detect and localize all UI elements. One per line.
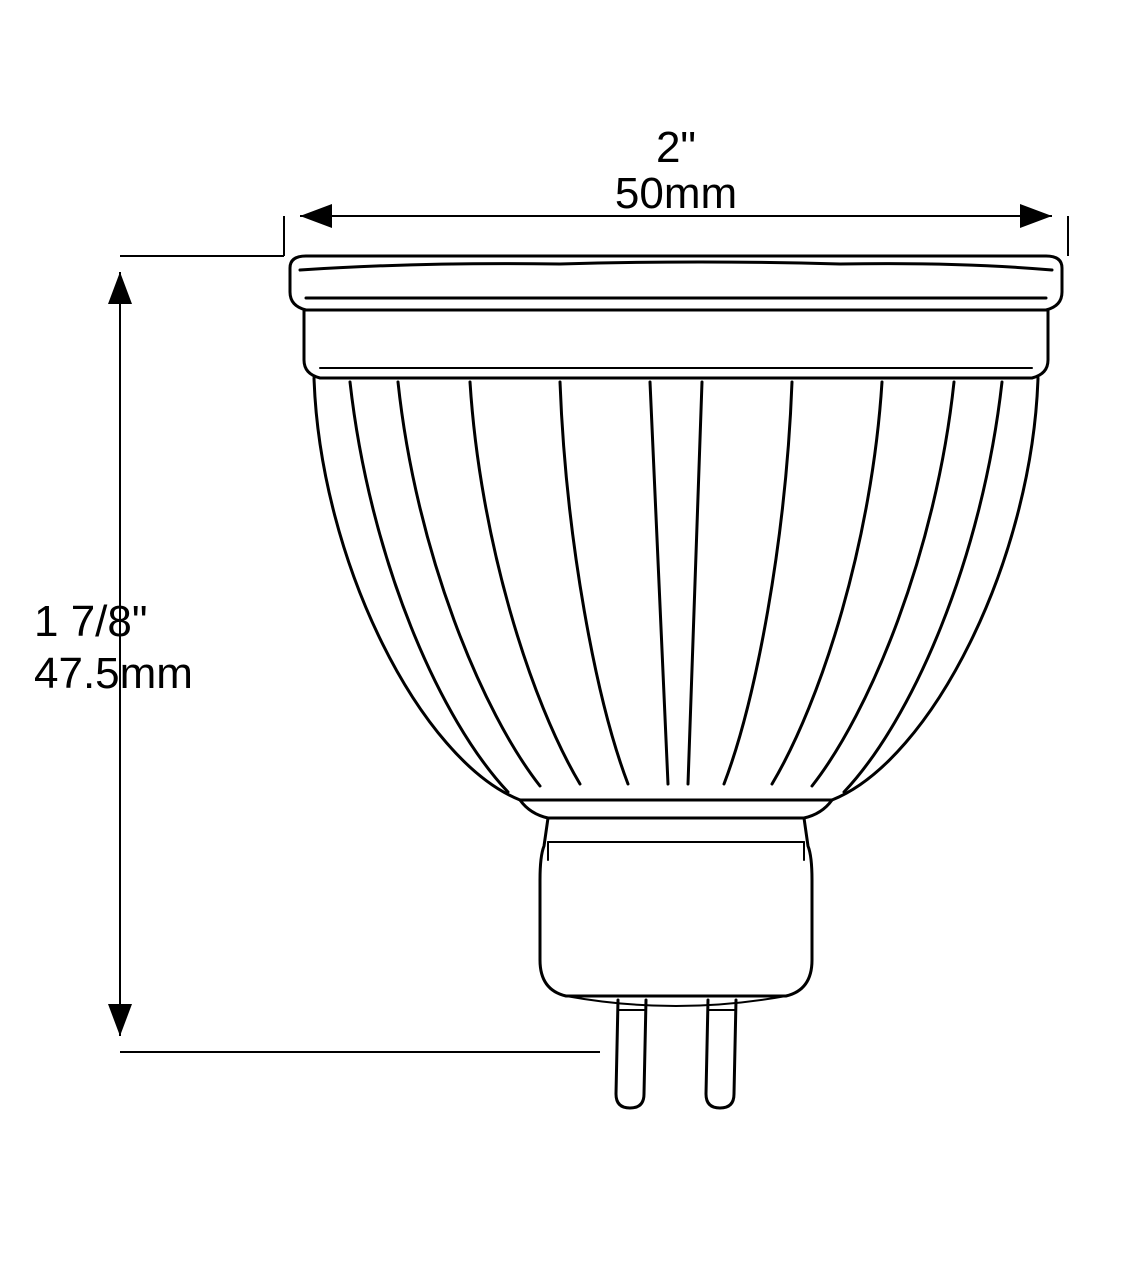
pins (616, 1000, 736, 1108)
height-metric-label: 47.5mm (34, 649, 193, 698)
diagram-stage: 2" 50mm 1 7/8" 47.5mm (0, 0, 1138, 1280)
heatsink-body-outline (314, 378, 1038, 800)
base-housing (540, 818, 812, 996)
lens-top-curve (300, 262, 1052, 270)
bulb-drawing (290, 256, 1062, 1108)
height-imperial-label: 1 7/8" (34, 597, 147, 646)
heatsink-bottom-lip (520, 800, 832, 818)
width-metric-label: 50mm (615, 169, 737, 218)
width-imperial-label: 2" (656, 123, 696, 172)
height-dimension: 1 7/8" 47.5mm (34, 256, 600, 1052)
technical-drawing-svg: 2" 50mm 1 7/8" 47.5mm (0, 0, 1138, 1280)
heatsink-fins (350, 382, 1002, 792)
width-dimension: 2" 50mm (284, 123, 1068, 256)
